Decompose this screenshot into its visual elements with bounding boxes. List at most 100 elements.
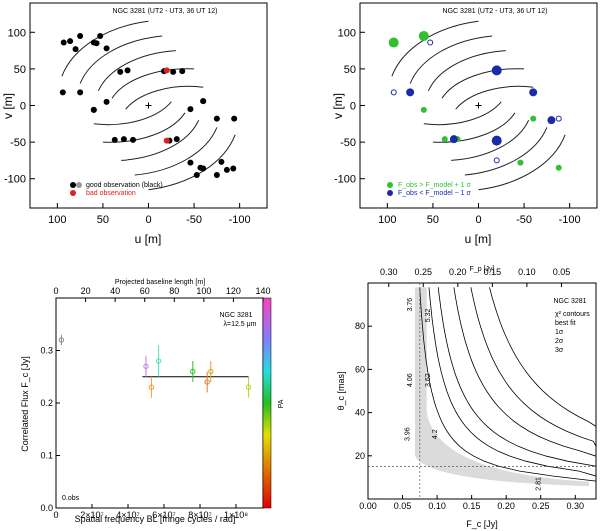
legend-green-marker bbox=[387, 182, 393, 188]
legend-blue-label: F_obs < F_model − 1 σ bbox=[398, 190, 471, 197]
uv-point-good bbox=[93, 40, 100, 47]
uv-point-good bbox=[213, 115, 220, 122]
x-tick-label: -50 bbox=[516, 214, 532, 226]
uv-point-good bbox=[103, 45, 110, 52]
uv-point-good bbox=[173, 136, 180, 143]
y-tick-label: 0.1 bbox=[40, 451, 53, 461]
uv-point-green bbox=[517, 159, 524, 166]
x-tick-label: 1×10⁸ bbox=[224, 510, 248, 520]
uv-track bbox=[478, 134, 566, 191]
uv-point-good bbox=[179, 68, 186, 75]
colorbar-label: PA bbox=[278, 399, 285, 408]
flux-point bbox=[245, 384, 252, 390]
y-tick-label: -100 bbox=[4, 174, 26, 186]
x2-tick-label: 100 bbox=[196, 286, 211, 296]
uv-point-good bbox=[193, 172, 200, 179]
uv-point-good bbox=[200, 98, 207, 105]
panel3-title: NGC 3281 bbox=[219, 312, 252, 319]
x-tick-label: -100 bbox=[559, 214, 581, 226]
uv-point-good bbox=[120, 136, 127, 143]
uv-point-good bbox=[218, 158, 225, 165]
uv-point-open bbox=[390, 89, 397, 96]
uv-point-good bbox=[77, 32, 84, 39]
panel1-ylabel: v [m] bbox=[1, 93, 15, 119]
uv-point-green bbox=[530, 115, 537, 122]
y-tick-label: -50 bbox=[340, 137, 356, 149]
panel4-title: NGC 3281 bbox=[553, 298, 586, 305]
flux-point bbox=[208, 368, 214, 375]
panel2-ylabel: v [m] bbox=[331, 93, 345, 119]
x-tick-label: 100 bbox=[48, 214, 66, 226]
legend-green-label: F_obs > F_model + 1 σ bbox=[398, 182, 471, 189]
y-tick-label: 60 bbox=[355, 364, 365, 374]
x-tick-label: 8×10⁷ bbox=[188, 510, 212, 520]
x-tick-label: 4×10⁷ bbox=[116, 510, 140, 520]
legend-good-marker-gray bbox=[76, 182, 82, 188]
uv-track bbox=[423, 101, 502, 126]
legend-entry: 2σ bbox=[555, 338, 564, 345]
uv-track bbox=[451, 119, 530, 161]
contour-label: 3.96 bbox=[404, 427, 411, 441]
legend-good-marker bbox=[70, 182, 76, 188]
y-tick-label: 100 bbox=[8, 27, 26, 39]
panel3-subtitle: λ=12.5 μm bbox=[223, 321, 256, 328]
uv-track bbox=[93, 101, 172, 126]
chi2-contour bbox=[428, 287, 597, 486]
chi2-contour bbox=[453, 287, 597, 486]
uv-track bbox=[441, 68, 525, 99]
panel2-title: NGC 3281 (UT2 - UT3, 36 UT 12) bbox=[443, 8, 548, 15]
uv-point-green bbox=[555, 164, 562, 171]
uv-track bbox=[455, 85, 534, 110]
uv-point-good bbox=[124, 67, 131, 74]
uv-plot-model: NGC 3281 (UT2 - UT3, 36 UT 12) u [m] v [… bbox=[331, 2, 598, 246]
x-tick-label: 0 bbox=[145, 214, 151, 226]
panel2-xlabel: u [m] bbox=[465, 232, 492, 246]
uv-track bbox=[79, 35, 163, 84]
x-tick-label: 0.05 bbox=[394, 501, 412, 511]
uv-point-blue bbox=[449, 135, 458, 144]
contour-label: 4.06 bbox=[407, 373, 414, 387]
flux-point bbox=[155, 358, 162, 364]
y-tick-label: 0.2 bbox=[40, 398, 53, 408]
x-tick-label: 0.10 bbox=[428, 501, 446, 511]
legend-entry: 1σ bbox=[555, 329, 564, 336]
panel3-ylabel: Correlated Flux F_c [Jy] bbox=[20, 356, 30, 452]
uv-point-blue bbox=[491, 65, 502, 76]
uv-point-good bbox=[72, 46, 79, 53]
uv-point-good bbox=[60, 39, 67, 46]
chi2-contour bbox=[437, 287, 597, 486]
chi2-contour bbox=[489, 287, 597, 486]
y-tick-label: 20 bbox=[355, 451, 365, 461]
legend-good-label: good observation (black) bbox=[86, 182, 163, 189]
legend-entry: χ² contours bbox=[555, 311, 590, 318]
y-tick-label: -50 bbox=[10, 137, 26, 149]
uv-track bbox=[432, 112, 516, 143]
contour-label: 3.76 bbox=[407, 298, 414, 312]
uv-track bbox=[121, 119, 200, 161]
x2-tick-label: 40 bbox=[110, 286, 120, 296]
x-tick-label: 0.20 bbox=[497, 501, 515, 511]
uv-point-blue bbox=[491, 135, 502, 146]
contour-label: 2.81 bbox=[536, 477, 543, 491]
uv-point-good bbox=[90, 106, 97, 113]
uv-point-good bbox=[67, 38, 74, 45]
uv-point-good bbox=[170, 68, 177, 75]
panel4-frame bbox=[367, 282, 597, 500]
x-tick-label: 0 bbox=[53, 510, 58, 520]
x-tick-label: 0.15 bbox=[463, 501, 481, 511]
y-tick-label: 0.0 bbox=[40, 503, 53, 513]
uv-point-good bbox=[197, 164, 204, 171]
x2-tick-label: 0.25 bbox=[415, 267, 433, 277]
x2-tick-label: 20 bbox=[81, 286, 91, 296]
uv-point-good bbox=[187, 159, 194, 166]
uv-point-blue bbox=[406, 88, 415, 97]
y-tick-label: 40 bbox=[355, 408, 365, 418]
contour-label: 4.2 bbox=[432, 429, 439, 439]
uv-track bbox=[134, 127, 218, 176]
panel3-footnote: 0.obs bbox=[62, 495, 80, 502]
panel1-xlabel: u [m] bbox=[135, 232, 162, 246]
x2-tick-label: 0.30 bbox=[380, 267, 398, 277]
panel4-x2label: F_p [Jy] bbox=[470, 266, 495, 273]
contour-label: 5.32 bbox=[425, 308, 432, 322]
x-tick-label: 0 bbox=[475, 214, 481, 226]
